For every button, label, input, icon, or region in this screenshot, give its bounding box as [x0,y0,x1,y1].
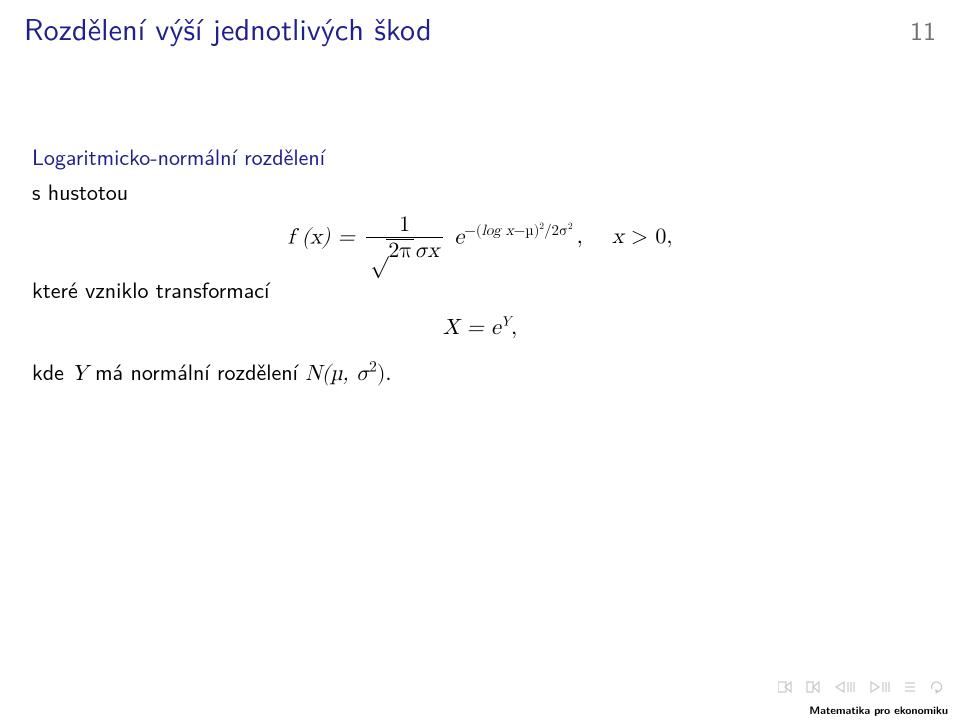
content-area: Logaritmicko-normální rozdělení s hustot… [0,68,960,391]
fraction: 1 √2π σx [366,214,443,263]
exp-sq2: 2 [568,222,573,231]
lhs: f (x) = [288,226,355,248]
normal-open: (µ, σ [322,363,369,385]
transform-exp: Y [501,315,511,329]
density-formula: f (x) = 1 √2π σx e−(log x−µ)2/2σ2, x > 0… [32,214,928,263]
page-number: 11 [910,11,936,49]
density-condition: , x > 0, [577,226,673,248]
radicand: 2π [386,239,414,262]
title-row: Rozdělení výší jednotlivých škod 11 [0,0,960,68]
footer-text: Matematika pro ekonomiku [809,703,948,718]
nav-prev-section[interactable] [806,681,820,693]
nav-loop[interactable] [930,680,946,694]
fraction-numerator: 1 [366,214,443,238]
intro-line: s hustotou [32,175,928,208]
exp-log: log [482,223,501,238]
fraction-denominator: √2π σx [366,238,443,263]
nav-prev[interactable] [834,681,855,693]
normal-line: kde Y má normální rozdělení N(µ, σ2). [32,355,928,391]
transform-line: které vzniklo transformací [32,273,928,306]
subtitle: Logaritmicko-normální rozdělení [32,140,928,173]
exp-x: x [506,223,514,238]
exp-slash: /2σ [544,223,568,238]
normal-pre: kde [32,355,71,387]
slide-title: Rozdělení výší jednotlivých škod [24,6,432,50]
nav-next[interactable] [869,681,890,693]
footer: Matematika pro ekonomiku [0,696,960,720]
nav-first[interactable] [778,681,792,693]
slide: Rozdělení výší jednotlivých škod 11 Loga… [0,0,960,720]
transform-lhs: X = e [443,317,501,339]
exp-minus-open: −( [464,223,481,238]
exp-exponent: −(log x−µ)2/2σ2 [464,223,572,238]
sqrt: √2π [370,239,414,263]
nav-mode[interactable] [904,681,916,693]
exp-minus-mu: −µ) [514,223,540,238]
normal-mid: má normální rozdělení [88,355,305,387]
normal-close: ). [377,363,392,385]
transform-formula: X = eY, [32,312,928,345]
den-tail: σx [414,240,439,262]
nav-controls [778,680,946,694]
normal-sq: 2 [369,360,377,375]
normal-Y: Y [71,363,88,385]
normal-N: N [305,363,322,385]
exp-base: e [454,226,464,248]
transform-tail: , [511,317,517,339]
